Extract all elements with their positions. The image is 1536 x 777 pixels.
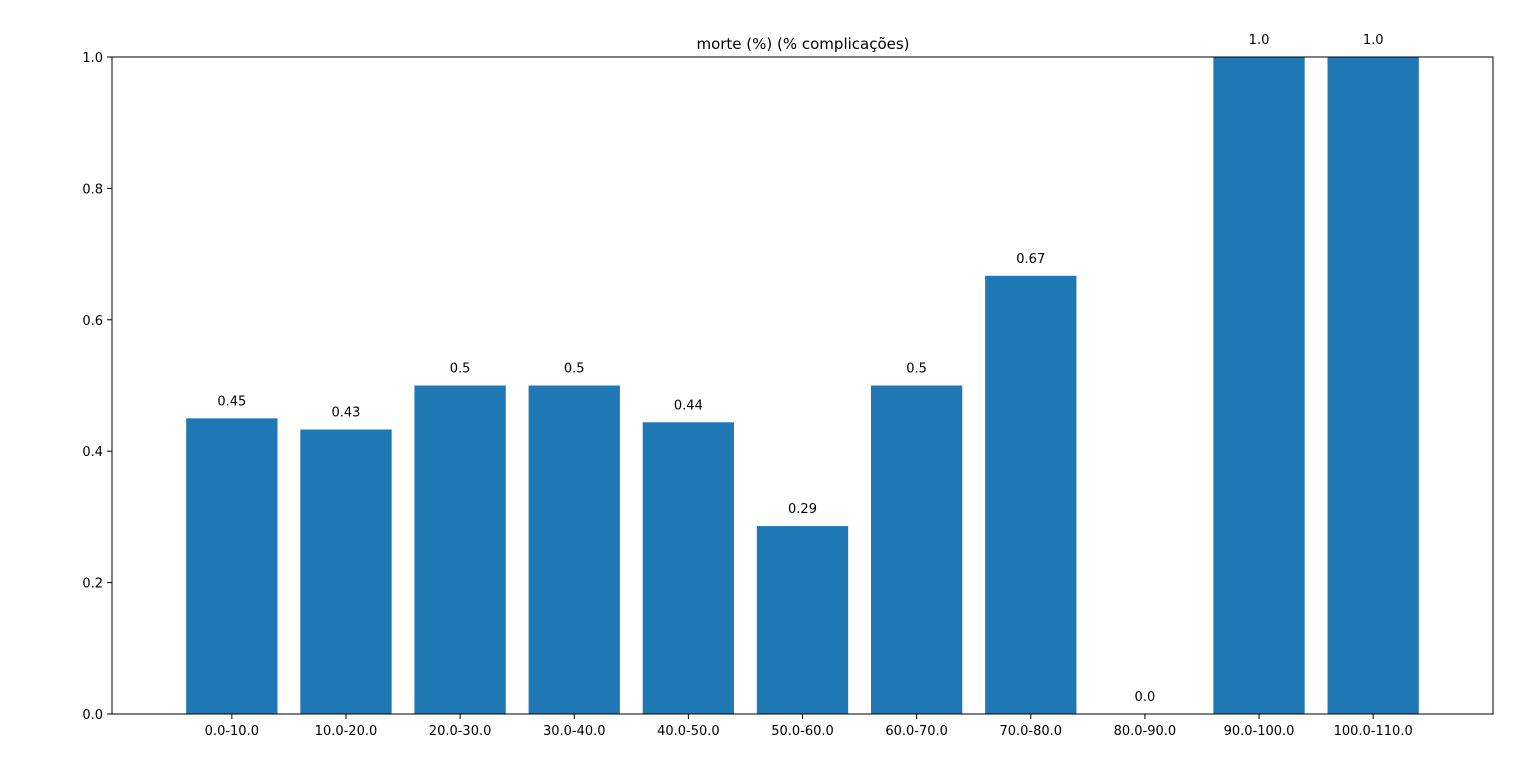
y-tick-label: 0.4 (82, 445, 103, 460)
bar (642, 422, 735, 714)
bar-value-label: 0.5 (450, 362, 471, 377)
bar (870, 385, 963, 714)
y-tick-label: 1.0 (82, 51, 103, 66)
bar (528, 385, 620, 714)
x-tick-label: 100.0-110.0 (1334, 724, 1413, 739)
bar-value-label: 0.29 (788, 502, 817, 517)
chart-title: morte (%) (% complicações) (696, 35, 909, 53)
bar-value-label: 0.5 (564, 362, 585, 377)
x-tick-label: 50.0-60.0 (771, 724, 834, 739)
bar (300, 429, 392, 714)
bar-value-label: 0.45 (217, 394, 246, 409)
y-axis: 0.0 0.2 0.4 0.6 0.8 1.0 (82, 51, 112, 723)
x-axis: 0.0-10.0 10.0-20.0 20.0-30.0 30.0-40.0 40.0-… (205, 714, 1413, 739)
bar (756, 526, 849, 714)
x-tick-label: 0.0-10.0 (205, 724, 259, 739)
x-tick-label: 20.0-30.0 (429, 724, 492, 739)
x-tick-label: 70.0-80.0 (999, 724, 1062, 739)
y-tick-label: 0.8 (82, 182, 103, 197)
y-tick-label: 0.6 (82, 314, 103, 329)
bar (186, 418, 278, 714)
plot-area-frame (111, 56, 1494, 715)
bar (1327, 57, 1419, 714)
x-tick-label: 10.0-20.0 (315, 724, 378, 739)
bar (414, 385, 506, 714)
bar-value-label: 1.0 (1249, 33, 1270, 48)
bars-group (186, 57, 1419, 714)
data-labels-group: 0.45 0.43 0.5 0.5 0.44 0.29 0.5 0.67 0.0 1.0 1.0 (217, 33, 1383, 705)
y-tick-label: 0.2 (82, 577, 103, 592)
x-tick-label: 80.0-90.0 (1114, 724, 1177, 739)
bar-value-label: 0.0 (1135, 690, 1156, 705)
x-tick-label: 90.0-100.0 (1224, 724, 1295, 739)
bar-value-label: 0.67 (1016, 252, 1045, 267)
x-tick-label: 30.0-40.0 (543, 724, 606, 739)
bar-value-label: 0.44 (674, 398, 703, 413)
x-tick-label: 60.0-70.0 (885, 724, 948, 739)
bar (985, 275, 1077, 714)
bar-value-label: 1.0 (1363, 33, 1384, 48)
bar (1213, 57, 1305, 714)
x-tick-label: 40.0-50.0 (657, 724, 720, 739)
bar-value-label: 0.5 (906, 362, 927, 377)
y-tick-label: 0.0 (82, 708, 103, 723)
bar-value-label: 0.43 (331, 406, 360, 421)
